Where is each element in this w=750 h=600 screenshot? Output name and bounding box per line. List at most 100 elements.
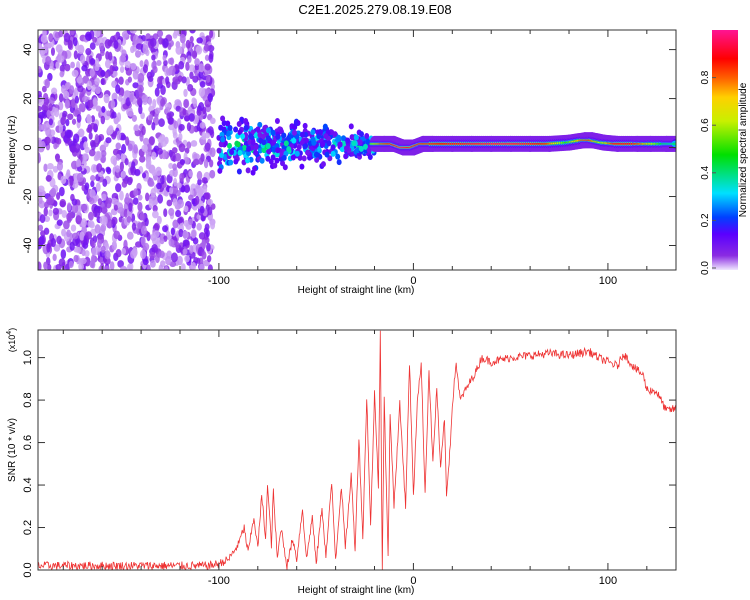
spectral-cell xyxy=(299,131,305,138)
noise-cell xyxy=(46,243,51,253)
spectral-cell xyxy=(245,167,251,174)
noise-cell xyxy=(162,54,167,62)
noise-cell xyxy=(191,50,198,59)
spectral-cell xyxy=(282,164,288,171)
noise-cell xyxy=(121,49,127,58)
noise-cell xyxy=(113,230,121,240)
noise-cell xyxy=(76,158,82,168)
noise-cell xyxy=(101,106,106,113)
noise-cell xyxy=(209,169,216,179)
noise-cell xyxy=(164,266,169,270)
noise-cell xyxy=(191,97,197,105)
y-tick-label: -20 xyxy=(22,189,34,205)
noise-cell xyxy=(183,184,191,194)
figure-title: C2E1.2025.279.08.19.E08 xyxy=(298,2,451,17)
noise-cell xyxy=(146,264,151,270)
noise-cell xyxy=(78,103,84,112)
noise-cell xyxy=(58,93,64,103)
noise-cell xyxy=(38,196,43,205)
noise-cell xyxy=(64,63,71,72)
noise-cell xyxy=(88,149,96,157)
spectral-cell xyxy=(272,162,278,169)
noise-cell xyxy=(55,61,60,69)
noise-cell xyxy=(149,37,157,48)
noise-cell xyxy=(85,47,92,56)
spectral-cell xyxy=(330,150,336,157)
noise-cell xyxy=(74,95,79,104)
spectral-cell xyxy=(341,140,347,147)
noise-cell xyxy=(201,177,208,184)
spectral-cell xyxy=(366,147,372,154)
noise-cell xyxy=(147,75,154,82)
spectral-cell xyxy=(365,138,371,145)
noise-cell xyxy=(182,248,188,255)
noise-cell xyxy=(192,159,200,166)
noise-cell xyxy=(188,194,194,201)
noise-cell xyxy=(199,138,207,145)
noise-cell xyxy=(118,76,124,85)
spectral-cell xyxy=(226,142,232,149)
noise-cell xyxy=(147,96,153,106)
noise-cell xyxy=(191,229,197,239)
noise-cell xyxy=(154,112,159,120)
noise-cell xyxy=(158,264,164,270)
spectral-cell xyxy=(265,142,271,149)
spectral-cell xyxy=(221,120,227,127)
noise-cell xyxy=(171,185,179,195)
noise-cell xyxy=(84,250,90,258)
noise-cell xyxy=(124,60,131,69)
noise-cell xyxy=(139,155,146,163)
noise-cell xyxy=(137,194,143,201)
noise-cell xyxy=(156,82,164,89)
x-tick-label: 0 xyxy=(410,575,416,587)
noise-cell xyxy=(110,197,118,205)
noise-cell xyxy=(111,216,118,226)
y-tick-label: -40 xyxy=(22,238,34,254)
spectral-cell xyxy=(357,139,363,146)
noise-cell xyxy=(66,202,72,211)
noise-cell xyxy=(64,99,70,109)
noise-cell xyxy=(59,64,65,73)
noise-cell xyxy=(199,81,206,88)
noise-cell xyxy=(130,45,135,54)
y-tick-label: 0.8 xyxy=(22,392,34,407)
colorbar-tick-label: 0.0 xyxy=(700,261,711,275)
noise-cell xyxy=(181,76,187,84)
y-tick-label: 40 xyxy=(22,43,34,55)
snr-ylabel: SNR (10 * v/v) xyxy=(7,418,18,482)
noise-cell xyxy=(111,131,117,140)
noise-cell xyxy=(116,112,122,122)
spectral-cell xyxy=(310,129,316,136)
noise-cell xyxy=(126,216,132,223)
spectral-cell xyxy=(229,148,235,155)
noise-cell xyxy=(79,231,85,241)
noise-cell xyxy=(186,122,192,132)
noise-cell xyxy=(90,122,96,130)
noise-cell xyxy=(188,170,193,178)
noise-cell xyxy=(50,47,56,56)
spectral-cell xyxy=(311,139,317,146)
noise-cell xyxy=(55,44,63,53)
noise-cell xyxy=(174,152,182,162)
noise-cell xyxy=(197,178,202,186)
noise-cell xyxy=(177,199,185,209)
noise-cell xyxy=(165,76,170,85)
noise-cell xyxy=(41,85,47,93)
noise-cell xyxy=(116,130,121,141)
noise-cell xyxy=(193,153,200,160)
noise-cell xyxy=(165,255,172,266)
noise-cell xyxy=(178,124,185,131)
noise-cell xyxy=(85,231,93,240)
noise-cell xyxy=(166,199,173,207)
noise-cell xyxy=(179,172,185,182)
noise-cell xyxy=(185,76,190,87)
colorbar-label: Normalized spectral amplitude xyxy=(738,82,749,217)
noise-cell xyxy=(65,263,70,270)
noise-cell xyxy=(168,123,175,131)
spectral-cell xyxy=(317,128,323,135)
y-tick-label: 0.0 xyxy=(22,562,34,577)
noise-cell xyxy=(47,195,55,205)
noise-cell xyxy=(205,75,211,83)
noise-cell xyxy=(71,232,79,240)
